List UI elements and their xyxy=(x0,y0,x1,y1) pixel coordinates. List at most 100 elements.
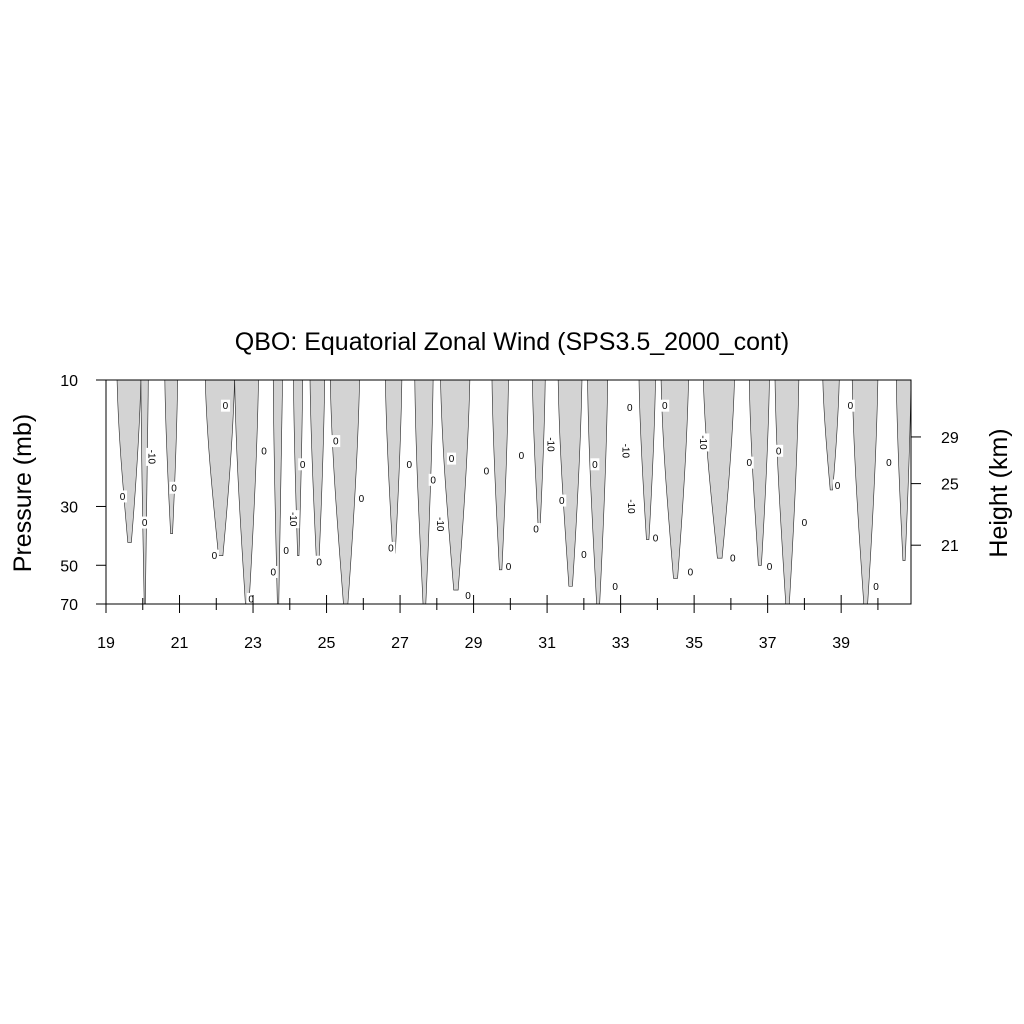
x-tick-label: 33 xyxy=(612,635,630,652)
contour-label: 0 xyxy=(356,492,366,505)
contour-label: 0 xyxy=(314,555,324,568)
contour-label: 0 xyxy=(610,580,620,593)
y-tick-label: 70 xyxy=(60,597,78,614)
contour-label-text: 0 xyxy=(848,401,854,412)
contour-label-background xyxy=(620,441,633,460)
contour-label: 0 xyxy=(764,560,774,573)
contour-label: 0 xyxy=(590,458,600,471)
contour-label: 0 xyxy=(531,523,541,536)
contour-label-text: 0 xyxy=(746,458,752,469)
y-tick-label: 30 xyxy=(60,499,78,516)
contour-label: 0 xyxy=(651,532,661,545)
easterly-regions xyxy=(116,380,911,604)
contour-label-background xyxy=(463,589,473,602)
contour-label-text: 0 xyxy=(465,591,471,602)
contour-label-text: 0 xyxy=(406,460,412,471)
contour-label-background xyxy=(140,516,150,529)
easterly-region xyxy=(329,380,360,604)
x-tick-label: 31 xyxy=(538,635,556,652)
easterly-region xyxy=(851,380,879,604)
contour-label-background xyxy=(298,458,308,471)
contour-label-text: 0 xyxy=(653,534,659,545)
contour-label-text: 0 xyxy=(316,557,322,568)
contour-label-background xyxy=(504,560,513,573)
contour-label-background xyxy=(871,580,881,593)
contour-label: 0 xyxy=(884,456,894,469)
contour-label-background xyxy=(434,515,447,534)
y-axis-label: Pressure (mb) xyxy=(9,414,37,572)
easterly-region xyxy=(703,380,735,559)
contour-label-background xyxy=(259,444,269,457)
easterly-region xyxy=(774,380,800,604)
contour-label: 0 xyxy=(331,435,341,448)
contour-label: -10 xyxy=(145,447,158,466)
contour-label-background xyxy=(651,532,661,545)
contour-label: 0 xyxy=(428,473,438,486)
x-tick-label: 21 xyxy=(171,635,189,652)
easterly-region xyxy=(164,380,178,534)
contour-label: 0 xyxy=(447,452,457,465)
contour-label: -10 xyxy=(287,510,300,529)
contour-label-text: 0 xyxy=(142,518,148,529)
easterly-region xyxy=(140,380,149,604)
contour-label: 0 xyxy=(463,589,473,602)
contour-label-text: -10 xyxy=(697,435,708,450)
contour-label: 0 xyxy=(404,458,414,471)
contour-label-background xyxy=(281,544,291,557)
contour-label: 0 xyxy=(728,552,738,565)
easterly-region xyxy=(749,380,770,566)
contour-label-text: 0 xyxy=(449,454,455,465)
easterly-region xyxy=(587,380,609,604)
contour-label-text: 0 xyxy=(300,460,306,471)
contour-label-text: 0 xyxy=(283,546,289,557)
contour-label-text: 0 xyxy=(730,554,736,565)
contour-label-text: 0 xyxy=(835,481,841,492)
y-axis-right: 29 25 21 xyxy=(911,430,959,555)
contour-label: 0 xyxy=(557,494,567,507)
easterly-region xyxy=(116,380,142,543)
contour-label-background xyxy=(404,458,414,471)
x-tick-label: 35 xyxy=(685,635,703,652)
contour-label: 0 xyxy=(660,399,670,412)
contour-label-background xyxy=(481,464,491,477)
contour-label-text: 0 xyxy=(223,401,229,412)
contour-label-background xyxy=(246,592,256,604)
contour-label: 0 xyxy=(579,548,589,561)
contour-label-text: 0 xyxy=(388,543,394,554)
y-right-tick-label: 21 xyxy=(941,538,959,555)
contour-label: 0 xyxy=(799,516,809,529)
easterly-region xyxy=(272,380,283,604)
contour-label: 0 xyxy=(774,444,784,457)
contour-label-background xyxy=(356,492,366,505)
contour-label-text: 0 xyxy=(171,483,177,494)
contour-label-text: -10 xyxy=(145,450,156,465)
easterly-region xyxy=(638,380,656,540)
contour-label: 0 xyxy=(685,565,695,578)
contour-label-background xyxy=(774,444,784,457)
contour-label-text: 0 xyxy=(506,562,512,573)
contour-label: 0 xyxy=(169,481,179,494)
contour-label: -10 xyxy=(544,435,557,454)
contour-label-background xyxy=(764,560,774,573)
contour-label-text: 0 xyxy=(120,492,126,503)
contour-label-background xyxy=(531,523,541,536)
contour-label: 0 xyxy=(386,541,396,554)
contour-label-text: 0 xyxy=(627,403,633,414)
contour-label-background xyxy=(314,555,324,568)
x-axis: 19 21 23 25 27 29 31 33 35 37 39 xyxy=(97,595,879,652)
contour-label: 0 xyxy=(268,565,278,578)
contour-label-background xyxy=(331,435,341,448)
contour-label: 0 xyxy=(209,549,219,562)
plot-frame xyxy=(105,379,912,605)
contour-label-text: -10 xyxy=(434,517,445,532)
x-tick-label: 37 xyxy=(759,635,777,652)
contour-label-text: 0 xyxy=(612,582,618,593)
contour-label: 0 xyxy=(220,399,230,412)
contour-label-text: 0 xyxy=(519,451,525,462)
contour-label-text: 0 xyxy=(248,594,254,605)
contour-label: -10 xyxy=(625,497,638,516)
contour-label-background xyxy=(118,490,128,503)
easterly-region xyxy=(309,380,325,566)
easterly-region xyxy=(205,380,235,556)
y-tick-label: 50 xyxy=(60,558,78,575)
